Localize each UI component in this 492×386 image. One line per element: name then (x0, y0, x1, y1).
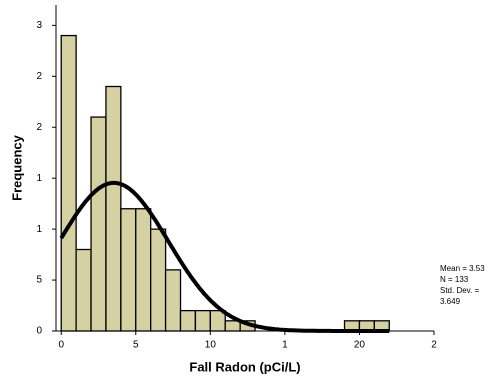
y-tick-label: 2 (36, 71, 42, 82)
stat-sd: 3.649 (440, 297, 461, 306)
y-tick-label: 3 (36, 20, 42, 31)
bar (179, 309, 197, 332)
stat-mean: Mean = 3.53 (440, 264, 485, 273)
bar (90, 116, 107, 332)
x-tick-label: 10 (205, 340, 217, 351)
y-tick-label: 1 (36, 224, 42, 235)
bar (120, 208, 137, 332)
bar (75, 248, 92, 332)
bar (105, 85, 122, 332)
bar (135, 208, 152, 332)
x-tick-label: 20 (354, 340, 366, 351)
x-tick-label: 0 (58, 340, 64, 351)
x-tick-label: 5 (133, 340, 139, 351)
stat-sd-label: Std. Dev. = (440, 286, 480, 295)
bar (224, 320, 241, 332)
normal-curve (59, 180, 390, 333)
y-tick-label: 0 (36, 326, 42, 337)
bar (150, 228, 167, 332)
stat-n: N = 133 (440, 275, 469, 284)
y-tick-label: 2 (36, 122, 42, 133)
x-axis-title: Fall Radon (pCi/L) (189, 359, 300, 374)
bar (209, 309, 226, 332)
bar (194, 309, 211, 332)
bar (164, 269, 182, 332)
x-tick-label: 1 (282, 340, 288, 351)
x-tick-label: 2 (431, 340, 437, 351)
y-axis-title: Frequency (9, 134, 24, 201)
bar (60, 34, 77, 332)
y-tick-label: 5 (36, 275, 42, 286)
y-tick-label: 1 (36, 173, 42, 184)
